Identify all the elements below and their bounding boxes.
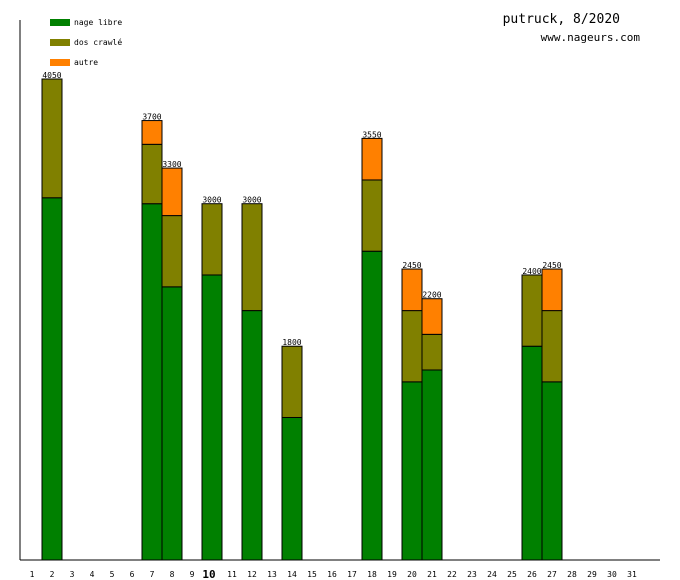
bar-day-18-series-2	[361, 137, 383, 181]
x-tick-16: 16	[327, 570, 337, 579]
x-tick-3: 3	[70, 570, 75, 579]
bar-day-20-series-1	[401, 310, 423, 383]
x-tick-2: 2	[50, 570, 55, 579]
legend-swatch-2	[50, 59, 70, 66]
bar-day-12-series-1	[241, 203, 263, 312]
x-tick-10: 10	[202, 568, 215, 580]
x-tick-29: 29	[587, 570, 597, 579]
bar-day-8-series-2	[161, 167, 183, 217]
x-tick-12: 12	[247, 570, 257, 579]
x-tick-21: 21	[427, 570, 437, 579]
bar-day-27-series-1	[541, 310, 563, 383]
legend-label-2: autre	[74, 58, 98, 67]
bar-day-7-series-1	[141, 143, 163, 205]
bar-day-21-series-2	[421, 298, 443, 335]
chart-title: putruck, 8/2020	[503, 12, 620, 27]
x-tick-14: 14	[287, 570, 297, 579]
total-label-day-10: 3000	[202, 196, 221, 205]
x-tick-30: 30	[607, 570, 617, 579]
x-tick-27: 27	[547, 570, 557, 579]
x-tick-6: 6	[130, 570, 135, 579]
x-tick-20: 20	[407, 570, 417, 579]
bar-day-20-series-0	[401, 381, 423, 561]
x-tick-31: 31	[627, 570, 637, 579]
legend-swatch-0	[50, 19, 70, 26]
bar-day-27-series-2	[541, 268, 563, 312]
bar-day-14-series-1	[281, 345, 303, 418]
total-labels: 4050 3700 3300 3000 3000 1800 3550 2450 2200 2400…	[42, 71, 561, 347]
x-tick-11: 11	[227, 570, 237, 579]
bar-day-21-series-1	[421, 333, 443, 371]
x-tick-8: 8	[170, 570, 175, 579]
total-label-day-21: 2200	[422, 291, 441, 300]
bar-day-7-series-2	[141, 120, 163, 145]
bar-day-26-series-1	[521, 274, 543, 347]
bar-day-21-series-0	[421, 369, 443, 561]
legend: nage libre dos crawlé autre	[50, 18, 122, 67]
total-label-day-8: 3300	[162, 160, 181, 169]
x-tick-24: 24	[487, 570, 497, 579]
total-label-day-18: 3550	[362, 130, 381, 139]
bar-day-12-series-0	[241, 310, 263, 561]
bar-day-7-series-0	[141, 203, 163, 561]
bar-day-18-series-1	[361, 179, 383, 252]
total-label-day-27: 2450	[542, 261, 561, 270]
x-tick-26: 26	[527, 570, 537, 579]
bar-day-2-series-1	[41, 78, 63, 199]
x-tick-25: 25	[507, 570, 517, 579]
x-tick-9: 9	[190, 570, 195, 579]
bars-layer	[41, 78, 563, 561]
bar-day-20-series-2	[401, 268, 423, 312]
bar-day-27-series-0	[541, 381, 563, 561]
bar-day-18-series-0	[361, 250, 383, 561]
bar-day-14-series-0	[281, 416, 303, 561]
x-tick-5: 5	[110, 570, 115, 579]
x-tick-15: 15	[307, 570, 317, 579]
x-tick-7: 7	[150, 570, 155, 579]
x-tick-13: 13	[267, 570, 277, 579]
x-tick-28: 28	[567, 570, 577, 579]
x-tick-17: 17	[347, 570, 357, 579]
x-tick-23: 23	[467, 570, 477, 579]
total-label-day-20: 2450	[402, 261, 421, 270]
bar-day-10-series-0	[201, 274, 223, 561]
total-label-day-26: 2400	[522, 267, 541, 276]
bar-day-2-series-0	[41, 197, 63, 561]
x-tick-4: 4	[90, 570, 95, 579]
bar-day-8-series-1	[161, 215, 183, 288]
bar-day-8-series-0	[161, 286, 183, 561]
x-tick-labels: 1 2 3 4 5 6 7 8 9 10 11 12 13 14 15 16 17 18 19 20 21 22 23 24 2…	[30, 568, 637, 580]
total-label-day-14: 1800	[282, 338, 301, 347]
legend-label-1: dos crawlé	[74, 37, 122, 47]
legend-label-0: nage libre	[74, 18, 122, 27]
x-tick-19: 19	[387, 570, 397, 579]
total-label-day-7: 3700	[142, 113, 161, 122]
chart-subtitle: www.nageurs.com	[541, 31, 641, 44]
x-tick-18: 18	[367, 570, 377, 579]
total-label-day-12: 3000	[242, 196, 261, 205]
legend-swatch-1	[50, 39, 70, 46]
total-label-day-2: 4050	[42, 71, 61, 80]
bar-day-10-series-1	[201, 203, 223, 276]
x-tick-1: 1	[30, 570, 35, 579]
bar-day-26-series-0	[521, 345, 543, 561]
x-tick-22: 22	[447, 570, 457, 579]
